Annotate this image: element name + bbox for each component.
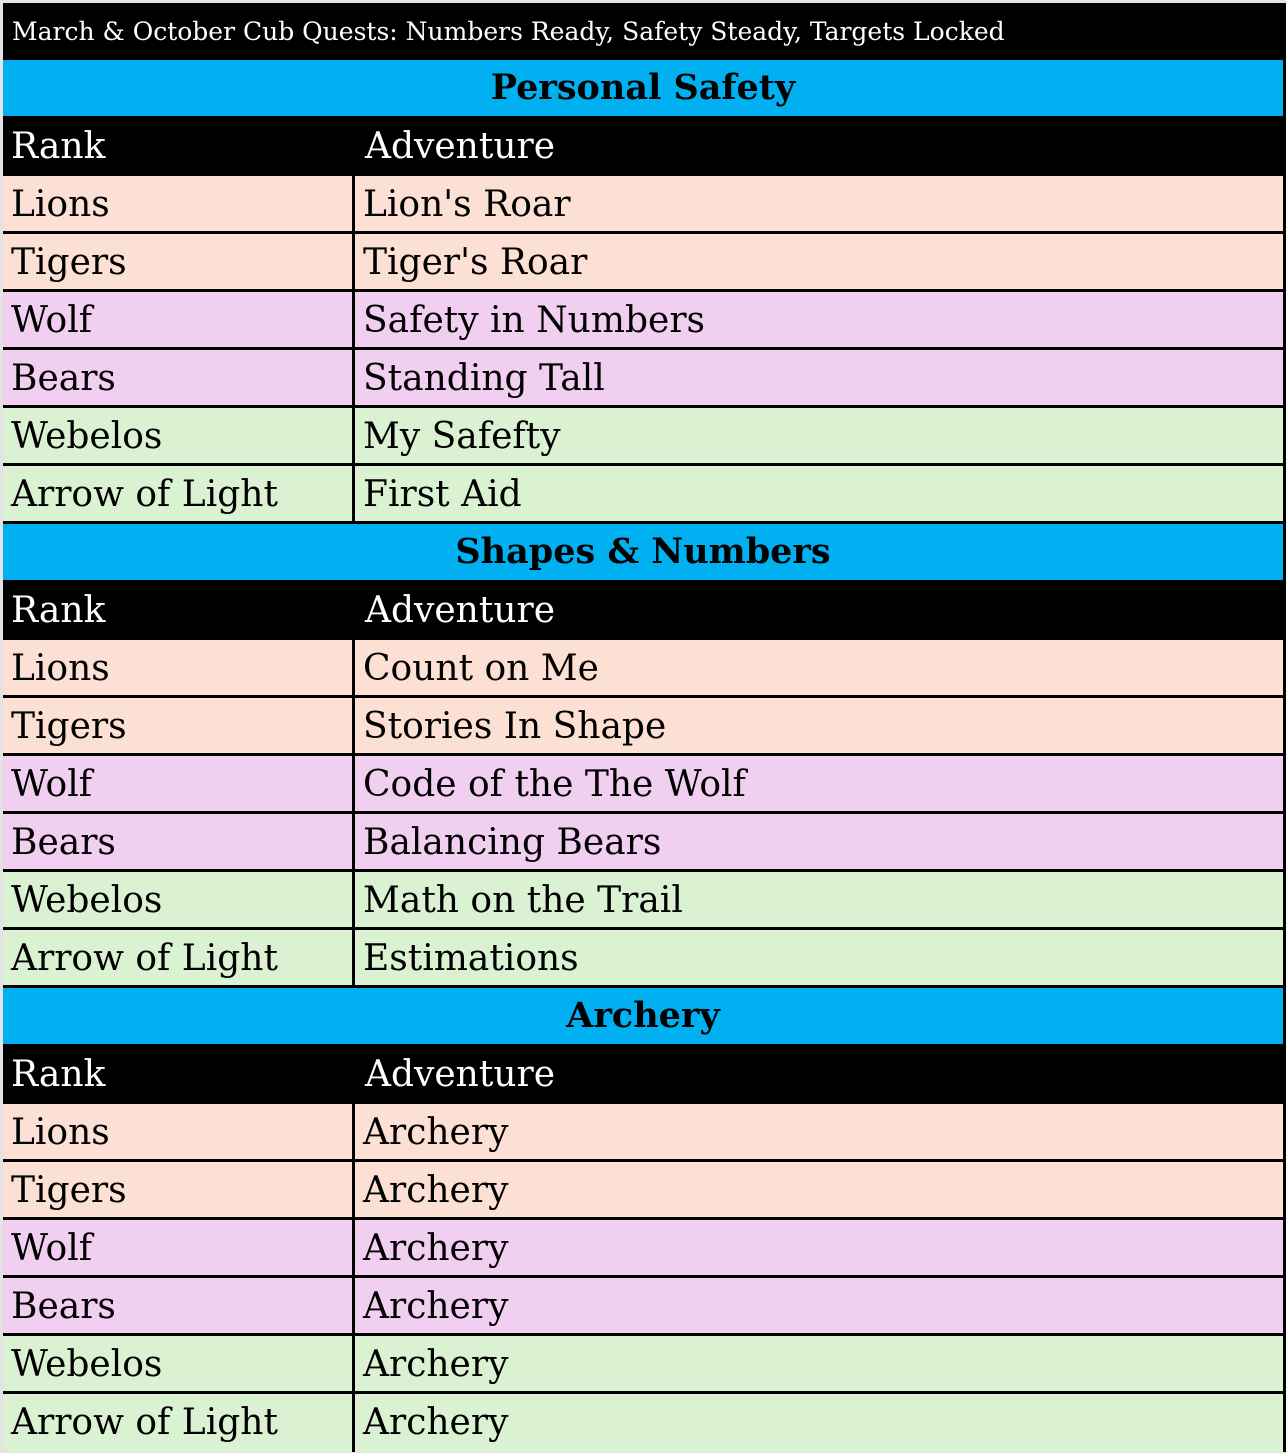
table-row: Bears Archery <box>3 1278 1283 1336</box>
table-row: Arrow of Light Archery <box>3 1394 1283 1452</box>
rank-cell: Bears <box>3 350 355 405</box>
table-row: Arrow of Light Estimations <box>3 930 1283 988</box>
adventure-cell: Safety in Numbers <box>363 300 705 341</box>
table-row: Webelos Math on the Trail <box>3 872 1283 930</box>
adventure-cell: Archery <box>363 1344 509 1385</box>
adventure-cell: Balancing Bears <box>363 822 662 863</box>
table-row: Wolf Archery <box>3 1220 1283 1278</box>
adventure-cell: Stories In Shape <box>363 706 667 747</box>
column-header-adventure: Adventure <box>365 1054 556 1095</box>
section-header: Shapes & Numbers <box>3 524 1283 580</box>
adventure-cell: Tiger's Roar <box>363 242 588 283</box>
sections-container: Personal Safety Rank Adventure Lions Lion's … <box>3 60 1283 1452</box>
rank-cell: Wolf <box>3 1220 355 1275</box>
table-row: Webelos Archery <box>3 1336 1283 1394</box>
rank-cell: Tigers <box>3 234 355 289</box>
column-header-row: Rank Adventure <box>3 580 1283 640</box>
table-row: Lions Archery <box>3 1104 1283 1162</box>
column-header-row: Rank Adventure <box>3 1044 1283 1104</box>
adventure-cell: My Safefty <box>363 416 561 457</box>
adventure-cell: Lion's Roar <box>363 184 571 225</box>
adventure-cell: Count on Me <box>363 648 599 689</box>
table-row: Wolf Safety in Numbers <box>3 292 1283 350</box>
rank-cell: Webelos <box>3 872 355 927</box>
rank-cell: Tigers <box>3 1162 355 1217</box>
adventure-cell: Math on the Trail <box>363 880 683 921</box>
rank-cell: Lions <box>3 640 355 695</box>
rank-cell: Wolf <box>3 756 355 811</box>
rank-cell: Arrow of Light <box>3 466 355 521</box>
rank-cell: Webelos <box>3 408 355 463</box>
column-header-rank: Rank <box>11 590 106 631</box>
adventure-cell: Estimations <box>363 938 579 979</box>
adventure-cell: Archery <box>363 1228 509 1269</box>
column-header-adventure: Adventure <box>365 590 556 631</box>
column-header-row: Rank Adventure <box>3 116 1283 176</box>
adventure-table: March & October Cub Quests: Numbers Read… <box>3 3 1286 1452</box>
table-title: March & October Cub Quests: Numbers Read… <box>3 3 1283 60</box>
rank-cell: Bears <box>3 814 355 869</box>
column-header-rank: Rank <box>11 1054 106 1095</box>
table-row: Arrow of Light First Aid <box>3 466 1283 524</box>
column-header-rank: Rank <box>11 126 106 167</box>
table-row: Tigers Archery <box>3 1162 1283 1220</box>
adventure-cell: Code of the The Wolf <box>363 764 746 805</box>
table-row: Tigers Tiger's Roar <box>3 234 1283 292</box>
table-row: Tigers Stories In Shape <box>3 698 1283 756</box>
rank-cell: Lions <box>3 1104 355 1159</box>
table-row: Bears Balancing Bears <box>3 814 1283 872</box>
rank-cell: Wolf <box>3 292 355 347</box>
section-header: Personal Safety <box>3 60 1283 116</box>
adventure-cell: Archery <box>363 1170 509 1211</box>
adventure-cell: Archery <box>363 1112 509 1153</box>
rank-cell: Lions <box>3 176 355 231</box>
rank-cell: Arrow of Light <box>3 930 355 985</box>
table-row: Lions Count on Me <box>3 640 1283 698</box>
adventure-cell: First Aid <box>363 474 522 515</box>
adventure-cell: Archery <box>363 1286 509 1327</box>
rank-cell: Arrow of Light <box>3 1394 355 1452</box>
column-header-adventure: Adventure <box>365 126 556 167</box>
rank-cell: Tigers <box>3 698 355 753</box>
section-header: Archery <box>3 988 1283 1044</box>
table-row: Wolf Code of the The Wolf <box>3 756 1283 814</box>
adventure-cell: Archery <box>363 1402 509 1443</box>
table-row: Bears Standing Tall <box>3 350 1283 408</box>
adventure-cell: Standing Tall <box>363 358 605 399</box>
table-row: Webelos My Safefty <box>3 408 1283 466</box>
rank-cell: Bears <box>3 1278 355 1333</box>
table-row: Lions Lion's Roar <box>3 176 1283 234</box>
rank-cell: Webelos <box>3 1336 355 1391</box>
